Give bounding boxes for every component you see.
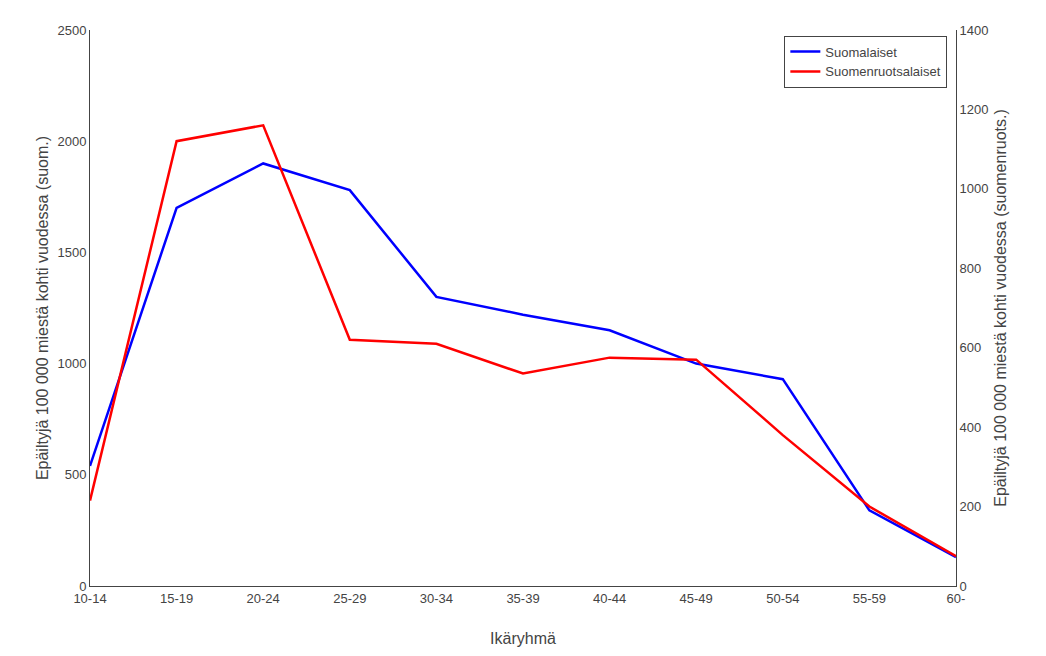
svg-text:20-24: 20-24 [247,591,280,606]
svg-text:Suomenruotsalaiset: Suomenruotsalaiset [825,64,940,79]
svg-text:500: 500 [65,467,87,482]
svg-text:1400: 1400 [960,23,989,38]
svg-text:800: 800 [960,261,982,276]
svg-text:0: 0 [960,579,967,594]
svg-text:600: 600 [960,340,982,355]
svg-text:Epäiltyjä 100 000 miestä kohti: Epäiltyjä 100 000 miestä kohti vuodessa … [34,136,51,480]
svg-text:Suomalaiset: Suomalaiset [825,45,897,60]
svg-text:400: 400 [960,420,982,435]
svg-text:1000: 1000 [960,181,989,196]
svg-text:2500: 2500 [57,23,86,38]
svg-text:1000: 1000 [57,356,86,371]
svg-text:1200: 1200 [960,102,989,117]
svg-text:40-44: 40-44 [593,591,626,606]
svg-text:2000: 2000 [57,134,86,149]
svg-text:60-: 60- [947,591,966,606]
svg-text:15-19: 15-19 [160,591,193,606]
svg-text:25-29: 25-29 [333,591,366,606]
svg-text:45-49: 45-49 [680,591,713,606]
svg-text:1500: 1500 [57,245,86,260]
svg-text:50-54: 50-54 [766,591,799,606]
svg-text:Ikäryhmä: Ikäryhmä [490,630,556,647]
svg-text:10-14: 10-14 [73,591,106,606]
svg-text:0: 0 [79,579,86,594]
svg-text:55-59: 55-59 [853,591,886,606]
svg-text:200: 200 [960,499,982,514]
svg-text:30-34: 30-34 [420,591,453,606]
svg-text:35-39: 35-39 [506,591,539,606]
svg-text:Epäiltyjä 100 000 miestä kohti: Epäiltyjä 100 000 miestä kohti vuodessa … [992,109,1009,507]
